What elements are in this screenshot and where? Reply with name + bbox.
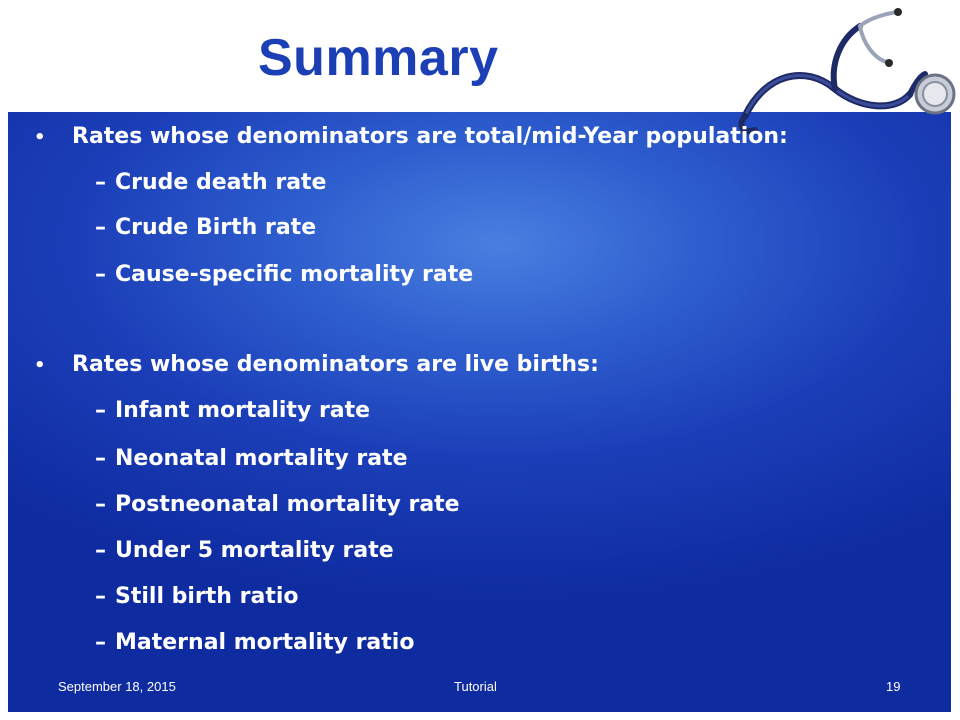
slide-title: Summary: [258, 29, 499, 87]
list-item-text: Cause-specific mortality rate: [115, 262, 474, 287]
sub-marker: –: [95, 170, 106, 195]
sub-marker: –: [95, 398, 106, 423]
list-item-text: Postneonatal mortality rate: [115, 492, 460, 517]
list-item: – Crude Birth rate: [95, 215, 316, 240]
list-item: – Cause-specific mortality rate: [95, 262, 473, 287]
footer-date: September 18, 2015: [58, 679, 176, 694]
list-item: – Crude death rate: [95, 170, 326, 195]
list-item: – Still birth ratio: [95, 584, 299, 609]
list-item: – Postneonatal mortality rate: [95, 492, 460, 517]
list-item-text: Still birth ratio: [115, 584, 299, 609]
bullet-text: Rates whose denominators are total/mid-Y…: [72, 124, 788, 149]
list-item: – Infant mortality rate: [95, 398, 370, 423]
footer-page-number: 19: [886, 679, 901, 694]
bullet-marker: •: [34, 127, 46, 148]
list-item: – Maternal mortality ratio: [95, 630, 414, 655]
bullet-marker: •: [34, 355, 46, 376]
bullet-text: Rates whose denominators are live births…: [72, 352, 599, 377]
list-item-text: Crude Birth rate: [115, 215, 317, 240]
sub-marker: –: [95, 446, 106, 471]
sub-marker: –: [95, 262, 106, 287]
sub-marker: –: [95, 584, 106, 609]
list-item-text: Under 5 mortality rate: [115, 538, 394, 563]
sub-marker: –: [95, 538, 106, 563]
footer-title: Tutorial: [454, 679, 497, 694]
list-item: – Under 5 mortality rate: [95, 538, 394, 563]
list-item-text: Maternal mortality ratio: [115, 630, 415, 655]
sub-marker: –: [95, 215, 106, 240]
sub-marker: –: [95, 492, 106, 517]
list-item-text: Crude death rate: [115, 170, 327, 195]
list-item: – Neonatal mortality rate: [95, 446, 408, 471]
list-item-text: Neonatal mortality rate: [115, 446, 408, 471]
bullet-heading-live-births: • Rates whose denominators are live birth…: [34, 352, 599, 377]
sub-marker: –: [95, 630, 106, 655]
bullet-heading-population: • Rates whose denominators are total/mid-…: [34, 124, 788, 149]
stethoscope-icon: [738, 8, 956, 134]
list-item-text: Infant mortality rate: [115, 398, 371, 423]
slide-content-panel: [8, 112, 951, 712]
